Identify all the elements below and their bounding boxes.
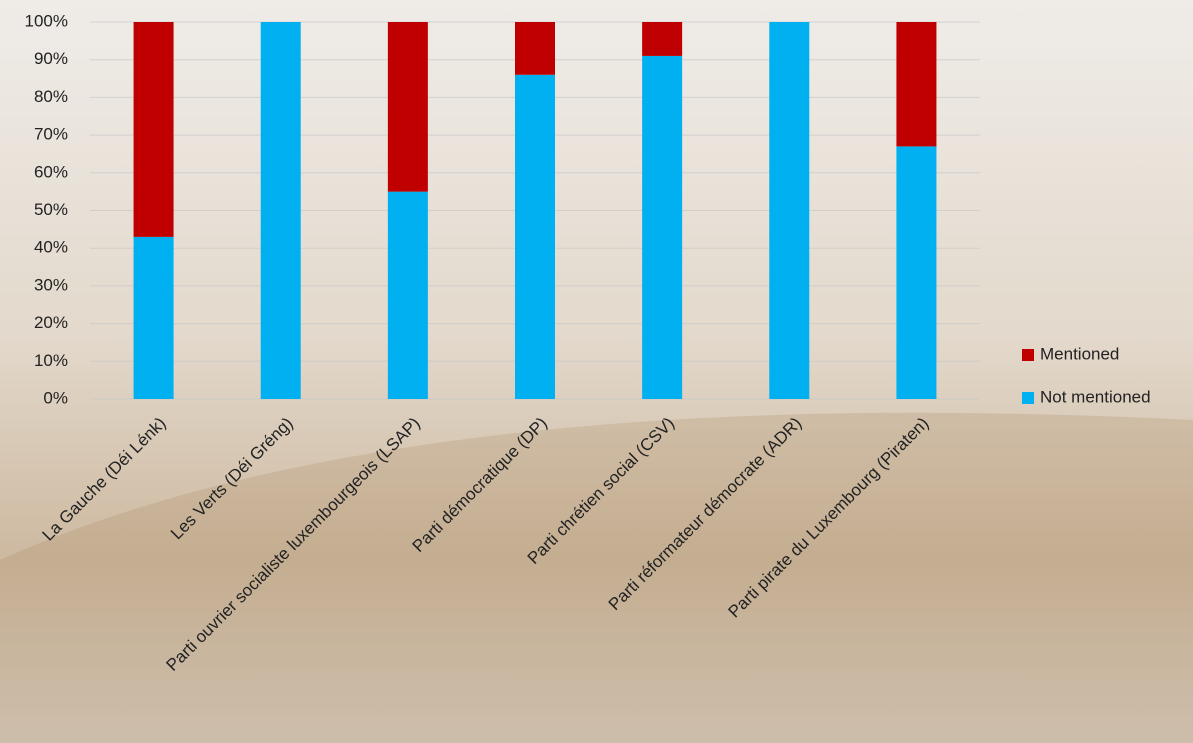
legend-swatch [1022, 392, 1034, 404]
y-tick-label: 0% [43, 388, 68, 407]
y-tick-label: 70% [34, 125, 68, 144]
y-tick-label: 80% [34, 87, 68, 106]
y-tick-label: 100% [25, 11, 68, 30]
bar-segment [133, 236, 174, 399]
y-tick-label: 10% [34, 351, 68, 370]
bar-segment [133, 22, 174, 237]
bar-segment [642, 22, 683, 56]
y-tick-label: 90% [34, 49, 68, 68]
y-tick-label: 60% [34, 162, 68, 181]
bar-segment [896, 146, 937, 399]
y-tick-label: 20% [34, 313, 68, 332]
legend-label: Mentioned [1040, 344, 1119, 363]
bar-segment [515, 74, 555, 399]
bar-segment [896, 22, 937, 147]
bar-segment [642, 55, 683, 400]
legend-label: Not mentioned [1040, 387, 1151, 406]
bar-segment [260, 22, 301, 399]
bar-segment [515, 22, 555, 75]
legend-swatch [1022, 349, 1034, 361]
bar-segment [387, 191, 428, 399]
background-decor [0, 412, 1193, 743]
bar-segment [769, 22, 810, 399]
y-tick-label: 50% [34, 200, 68, 219]
bar-segment [387, 22, 428, 192]
y-tick-label: 30% [34, 275, 68, 294]
y-tick-label: 40% [34, 238, 68, 257]
